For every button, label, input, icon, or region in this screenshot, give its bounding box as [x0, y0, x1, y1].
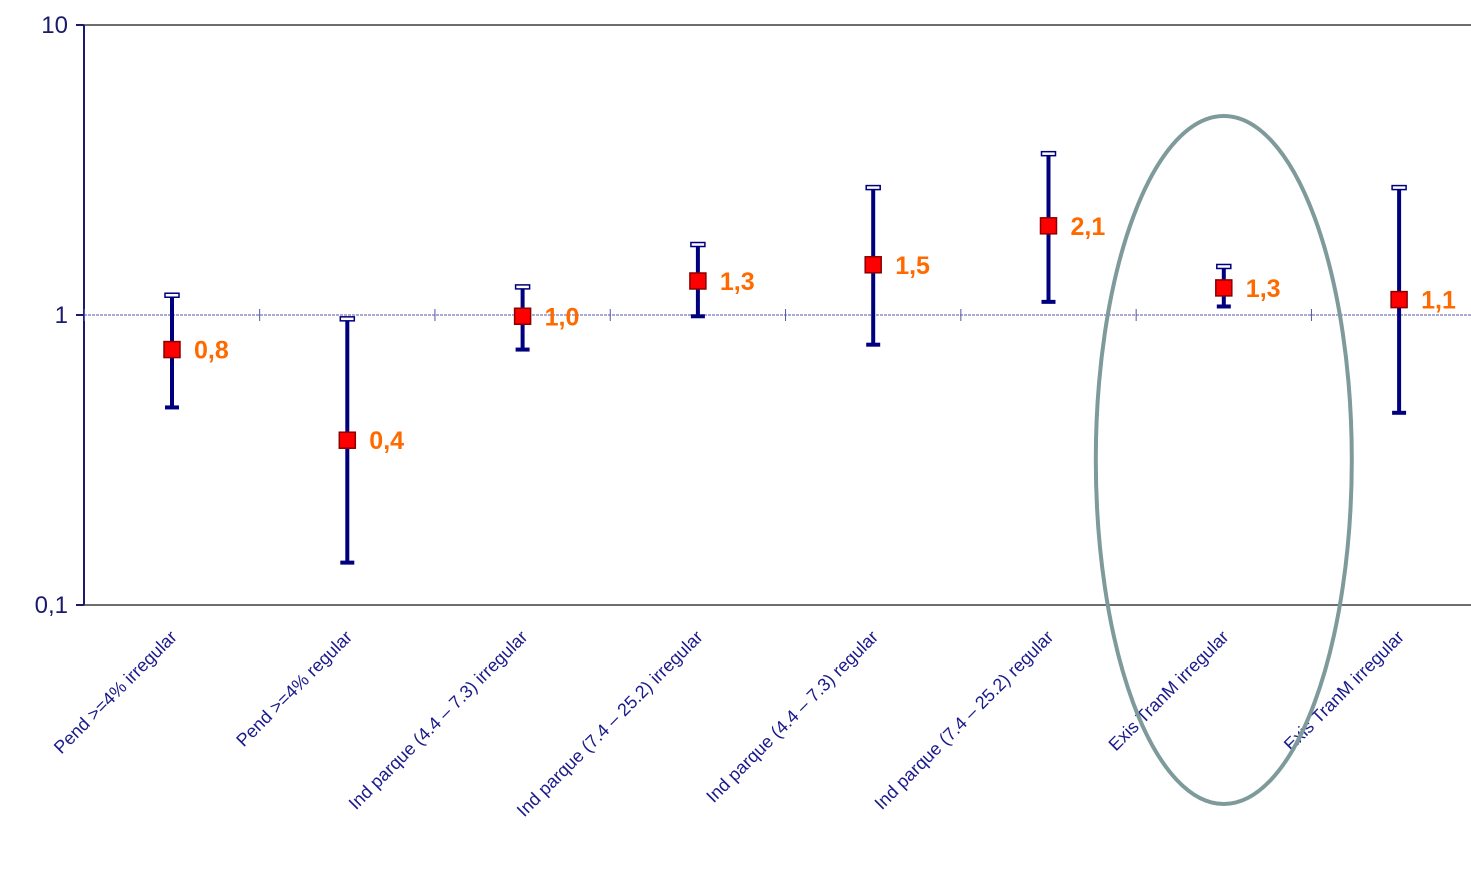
- y-tick-label: 0,1: [35, 592, 68, 619]
- error-bar-upper-cap: [164, 292, 180, 298]
- x-category-label: Pend >=4% regular: [232, 627, 356, 751]
- error-bar-upper-cap: [865, 184, 881, 191]
- point-marker: [1039, 217, 1058, 235]
- x-category-label: Ind parque (4.4 – 7.3) regular: [702, 627, 882, 807]
- error-bar-upper-cap: [1216, 263, 1232, 270]
- highlight-ellipse: [1093, 114, 1354, 806]
- x-category-label: Pend >=4% irregular: [50, 627, 181, 758]
- x-category-label: Ind parque (7.4 – 25.2) irregular: [513, 627, 707, 821]
- plot-frame: [83, 24, 1471, 606]
- error-bar-upper-cap: [514, 284, 531, 290]
- y-tick-label: 10: [41, 12, 68, 39]
- error-bar-upper-cap: [690, 241, 706, 248]
- point-marker: [513, 307, 532, 326]
- data-label: 0,8: [194, 337, 229, 365]
- y-axis-ticks: 10 1 0,1: [35, 12, 84, 619]
- x-category-label: Ind parque (7.4 – 25.2) regular: [871, 627, 1058, 814]
- data-label: 1,5: [895, 252, 930, 280]
- data-label: 0,4: [369, 427, 404, 455]
- point-marker: [689, 272, 707, 290]
- point-marker: [864, 256, 882, 274]
- data-label: 1,3: [1246, 275, 1281, 303]
- point-marker: [338, 431, 357, 449]
- data-label: 2,1: [1071, 213, 1106, 241]
- error-bar-upper-cap: [1391, 184, 1407, 191]
- error-bar-upper-cap: [1040, 150, 1057, 157]
- y-tick-label: 1: [55, 302, 68, 329]
- data-label: 1,3: [720, 268, 755, 296]
- x-axis-labels: Pend >=4% irregular Pend >=4% regularInd …: [50, 627, 1408, 821]
- error-bar-upper-cap: [339, 316, 356, 322]
- point-marker: [163, 340, 181, 359]
- data-label: 1,1: [1421, 287, 1456, 315]
- highlight-overlay: [1093, 114, 1354, 806]
- data-marks: 0,8 0,4 1,0 1,3 1,5 2,1 1,3 1,1: [163, 150, 1456, 565]
- x-category-label: Ind parque (4.4 – 7.3) irregular: [345, 627, 532, 814]
- x-category-label: Exis TranM irregular: [1105, 627, 1233, 755]
- data-label: 1,0: [545, 303, 580, 331]
- point-marker: [1390, 290, 1408, 309]
- point-marker: [1215, 279, 1233, 297]
